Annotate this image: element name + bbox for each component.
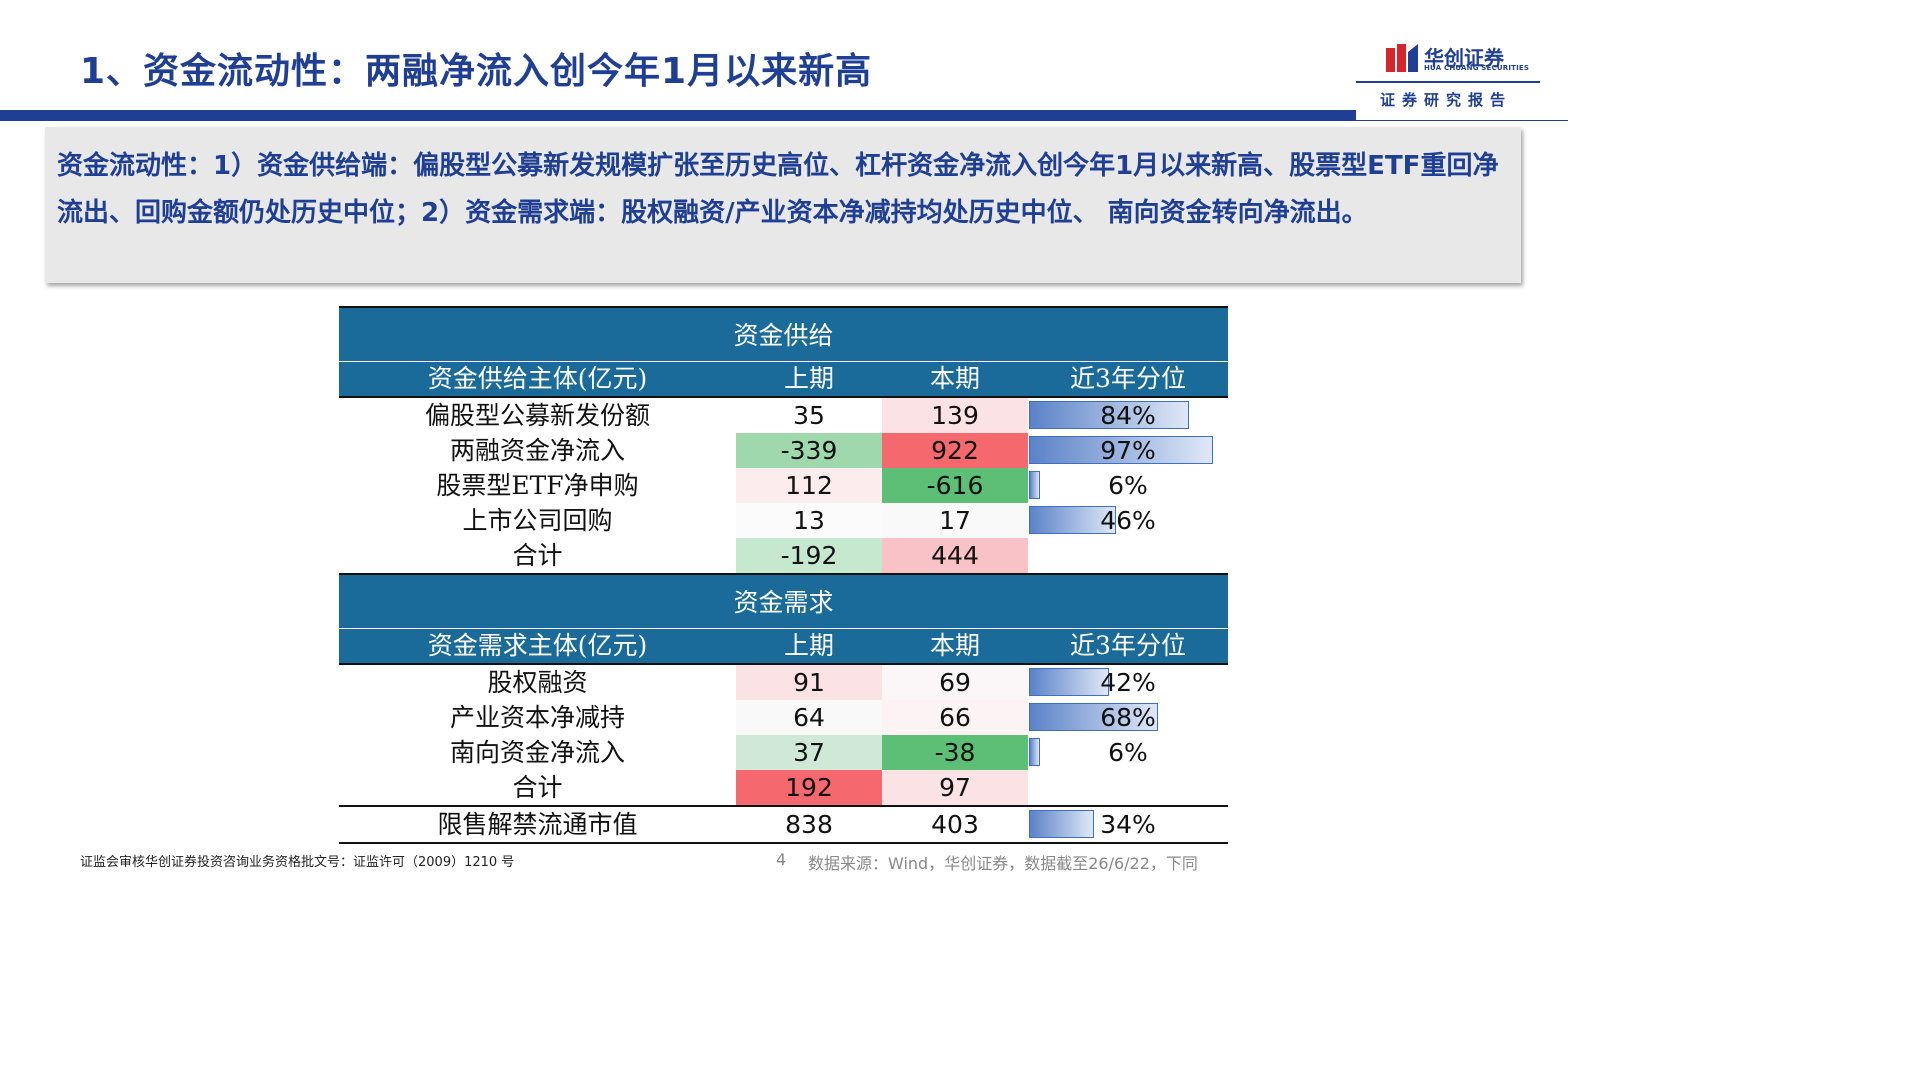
demand-header-pct: 近3年分位 <box>1070 631 1186 660</box>
curr-value-cell: -616 <box>882 468 1028 503</box>
supply-header-prev: 上期 <box>783 364 834 393</box>
percentile-cell: 6% <box>1028 468 1228 503</box>
table-row: 南向资金净流入 37 -38 6% <box>339 735 1228 770</box>
summary-box: 资金流动性：1）资金供给端：偏股型公募新发规模扩张至历史高位、杠杆资金净流入创今… <box>45 127 1521 283</box>
table-row: 股票型ETF净申购 112 -616 6% <box>339 468 1228 503</box>
supply-rows: 偏股型公募新发份额 35 139 84% 两融资金净流入 -339 922 97% 股票型ETF… <box>339 398 1228 573</box>
percentile-cell: 42% <box>1028 665 1228 700</box>
prev-value-cell: 112 <box>736 468 882 503</box>
page-title: 1、资金流动性：两融净流入创今年1月以来新高 <box>80 51 873 92</box>
prev-value-cell: 91 <box>736 665 882 700</box>
data-source: 数据来源：Wind，华创证券，数据截至26/6/22，下同 <box>808 854 1198 873</box>
row-label: 产业资本净减持 <box>449 703 625 732</box>
unlock-pct-cell: 34% <box>1028 807 1228 842</box>
curr-value-cell: 66 <box>882 700 1028 735</box>
curr-value-cell: 69 <box>882 665 1028 700</box>
supply-header-curr: 本期 <box>929 364 980 393</box>
supply-header-entity: 资金供给主体(亿元) <box>427 364 648 393</box>
curr-value-cell: -38 <box>882 735 1028 770</box>
percentile-value: 68% <box>1100 703 1156 732</box>
prev-value-cell: 13 <box>736 503 882 538</box>
logo-name-cn: 华创证券 <box>1424 46 1504 70</box>
row-label: 上市公司回购 <box>462 506 613 535</box>
row-label: 南向资金净流入 <box>449 738 625 767</box>
percentile-value: 42% <box>1100 668 1156 697</box>
page-number: 4 <box>776 850 787 869</box>
table-row: 合计 -192 444 <box>339 538 1228 573</box>
curr-value-cell: 17 <box>882 503 1028 538</box>
demand-header-prev: 上期 <box>783 631 834 660</box>
curr-value-cell: 922 <box>882 433 1028 468</box>
curr-value-cell: 444 <box>882 538 1028 573</box>
demand-header-curr: 本期 <box>929 631 980 660</box>
percentile-cell <box>1028 770 1228 805</box>
supply-header-pct: 近3年分位 <box>1070 364 1186 393</box>
percentile-cell: 6% <box>1028 735 1228 770</box>
supply-header-row: 资金供给主体(亿元) 上期 本期 近3年分位 <box>339 361 1228 398</box>
demand-rows: 股权融资 91 69 42% 产业资本净减持 64 66 68% 南向资金净流入 37 -38 6% 合… <box>339 665 1228 805</box>
logo-name-en: HUA CHUANG SECURITIES <box>1424 64 1530 72</box>
prev-value-cell: -339 <box>736 433 882 468</box>
percentile-value: 97% <box>1100 436 1156 465</box>
unlock-row: 限售解禁流通市值 838 403 34% <box>339 805 1228 844</box>
percentile-bar <box>1029 668 1109 696</box>
report-tag: 证券研究报告 <box>1380 91 1513 109</box>
percentile-value: 6% <box>1108 471 1148 500</box>
logo-mark-icon <box>1386 44 1418 72</box>
percentile-bar <box>1029 810 1094 838</box>
header-band <box>0 110 1568 121</box>
logo-divider <box>1356 81 1540 83</box>
table-row: 产业资本净减持 64 66 68% <box>339 700 1228 735</box>
table-row: 股权融资 91 69 42% <box>339 665 1228 700</box>
demand-header-entity: 资金需求主体(亿元) <box>427 631 648 660</box>
prev-value-cell: 192 <box>736 770 882 805</box>
unlock-prev: 838 <box>785 810 833 839</box>
company-logo: 华创证券 HUA CHUANG SECURITIES <box>1384 40 1529 76</box>
percentile-cell: 97% <box>1028 433 1228 468</box>
row-label: 两融资金净流入 <box>449 436 625 465</box>
prev-value-cell: -192 <box>736 538 882 573</box>
percentile-value: 84% <box>1100 401 1156 430</box>
table-row: 偏股型公募新发份额 35 139 84% <box>339 398 1228 433</box>
unlock-pct: 34% <box>1100 810 1156 839</box>
percentile-bar <box>1029 703 1159 731</box>
prev-value-cell: 64 <box>736 700 882 735</box>
demand-header-row: 资金需求主体(亿元) 上期 本期 近3年分位 <box>339 628 1228 665</box>
subtag-background <box>1356 84 1568 120</box>
percentile-bar <box>1029 436 1214 464</box>
row-label: 合计 <box>512 773 563 802</box>
license-note: 证监会审核华创证券投资咨询业务资格批文号：证监许可（2009）1210 号 <box>80 855 515 870</box>
prev-value-cell: 37 <box>736 735 882 770</box>
prev-value-cell: 35 <box>736 398 882 433</box>
percentile-value: 6% <box>1108 738 1148 767</box>
percentile-bar <box>1029 738 1041 766</box>
table-row: 上市公司回购 13 17 46% <box>339 503 1228 538</box>
percentile-cell: 46% <box>1028 503 1228 538</box>
summary-text: 资金流动性：1）资金供给端：偏股型公募新发规模扩张至历史高位、杠杆资金净流入创今… <box>57 151 1499 228</box>
percentile-bar <box>1029 506 1117 534</box>
percentile-cell: 84% <box>1028 398 1228 433</box>
unlock-label: 限售解禁流通市值 <box>437 810 638 839</box>
percentile-bar <box>1029 401 1189 429</box>
curr-value-cell: 97 <box>882 770 1028 805</box>
demand-section-title: 资金需求 <box>339 573 1228 628</box>
row-label: 合计 <box>512 541 563 570</box>
percentile-cell: 68% <box>1028 700 1228 735</box>
table-row: 两融资金净流入 -339 922 97% <box>339 433 1228 468</box>
percentile-cell <box>1028 538 1228 573</box>
table-row: 合计 192 97 <box>339 770 1228 805</box>
percentile-bar <box>1029 471 1041 499</box>
row-label: 股权融资 <box>487 668 588 697</box>
row-label: 股票型ETF净申购 <box>436 471 639 500</box>
row-label: 偏股型公募新发份额 <box>424 401 650 430</box>
liquidity-table: 资金供给 资金供给主体(亿元) 上期 本期 近3年分位 偏股型公募新发份额 35 1… <box>339 306 1228 844</box>
supply-section-title: 资金供给 <box>339 306 1228 361</box>
percentile-value: 46% <box>1100 506 1156 535</box>
curr-value-cell: 139 <box>882 398 1028 433</box>
unlock-curr: 403 <box>931 810 979 839</box>
